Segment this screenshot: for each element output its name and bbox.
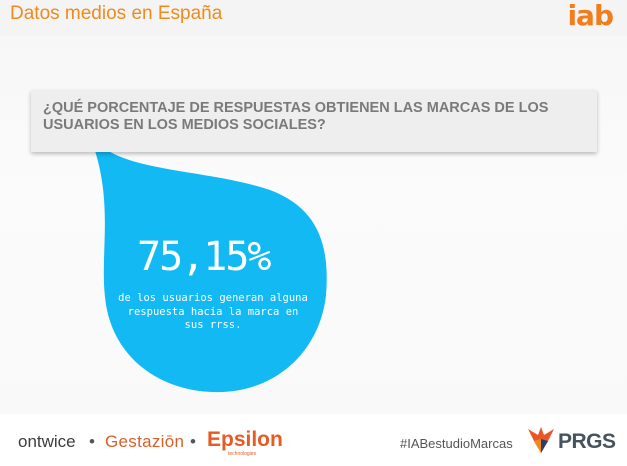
footer-brand-gestazion: Gestaziōn [105, 432, 185, 451]
footer-brand-epsilon-sub: technologies [228, 451, 257, 457]
question-text: ¿QUÉ PORCENTAJE DE RESPUESTAS OBTIENEN L… [43, 100, 549, 133]
stat-percentage: 75,15% [137, 234, 271, 280]
page-title: Datos medios en España [10, 3, 223, 24]
footer-hashtag: #IABestudioMarcas [400, 436, 513, 451]
stat-caption: de los usuarios generan alguna respuesta… [118, 292, 308, 331]
footer-bar: ontwice • Gestaziōn • Epsilon technologi… [0, 414, 627, 466]
prgs-fox-icon [528, 427, 554, 453]
footer-brand-prgs: PRGS [558, 430, 616, 453]
footer-separator: • [89, 432, 95, 451]
header-bar: Datos medios en España iab [0, 0, 627, 36]
footer-brand-ontwice: ontwice [18, 432, 76, 451]
footer-brand-epsilon: Epsilon [207, 428, 283, 451]
iab-logo: iab [567, 0, 614, 32]
footer-separator: • [190, 432, 196, 451]
question-banner: ¿QUÉ PORCENTAJE DE RESPUESTAS OBTIENEN L… [31, 90, 597, 152]
